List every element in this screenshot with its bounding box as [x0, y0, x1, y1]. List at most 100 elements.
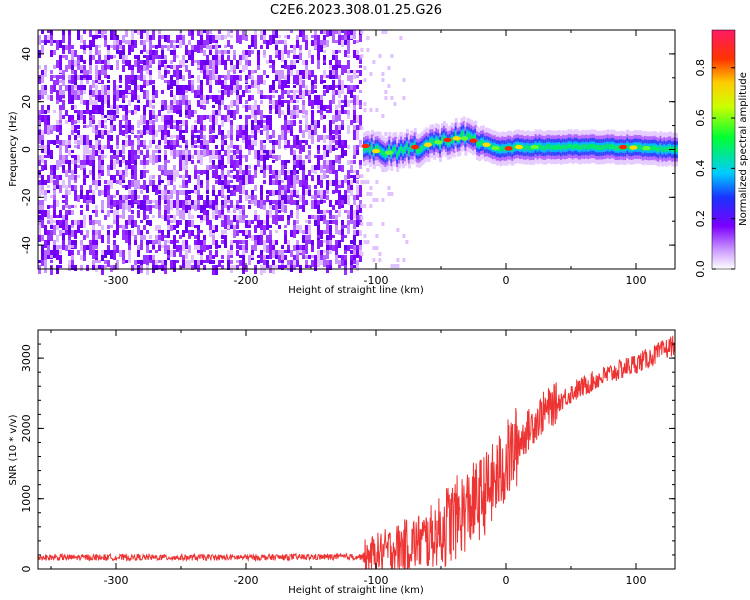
spectrogram-cell — [56, 40, 59, 50]
spectrogram-cell — [89, 30, 92, 37]
spectrogram-cell — [381, 78, 385, 82]
spectrogram-cell — [41, 85, 44, 95]
spectrogram-cell — [356, 210, 359, 215]
spectrogram-cell — [143, 80, 146, 88]
spectrogram-cell — [68, 95, 71, 104]
spectrogram-cell — [128, 130, 131, 133]
spectrogram-cell — [185, 180, 188, 186]
spectrogram-cell — [311, 35, 314, 38]
spectrogram-cell — [248, 140, 251, 148]
spectrogram-cell — [113, 195, 116, 198]
spectrogram-cell — [227, 150, 230, 160]
spectrogram-cell — [203, 150, 206, 157]
spectrogram-cell — [272, 215, 275, 224]
spectrogram-cell — [308, 160, 311, 163]
spectrogram-cell — [89, 220, 92, 225]
spectrogram-cell — [62, 30, 65, 36]
spectrogram-cell — [179, 120, 182, 124]
spectrogram-cell — [284, 125, 287, 130]
spectrogram-cell — [122, 55, 125, 62]
spectrogram-cell — [269, 250, 272, 259]
spectrogram-cell — [305, 260, 308, 268]
spectrogram-cell — [369, 204, 373, 208]
spectrogram-cell — [209, 225, 212, 234]
spectrogram-cell — [59, 155, 62, 162]
spectrogram-cell — [80, 135, 83, 145]
spectrogram-cell — [375, 180, 379, 184]
spectrogram-cell — [158, 70, 161, 79]
spectrogram-cell — [119, 250, 122, 257]
spectrogram-cell — [62, 155, 65, 164]
spectrogram-cell — [203, 70, 206, 79]
spectrogram-cell — [242, 135, 245, 140]
spectrogram-cell — [62, 115, 65, 119]
spectrogram-cell — [284, 195, 287, 204]
spectrogram-cell — [62, 95, 65, 98]
spectrogram-cell — [359, 140, 362, 147]
spectrogram-cell — [110, 210, 113, 213]
spectrogram-cell — [149, 75, 152, 80]
spectrogram-cell — [95, 45, 98, 55]
signal-band-cell — [413, 142, 417, 147]
spectrogram-cell — [107, 90, 110, 99]
spectrogram-cell — [170, 175, 173, 182]
spectrogram-cell — [188, 220, 191, 227]
spectrogram-cell — [335, 30, 338, 34]
spectrogram-cell — [104, 75, 107, 78]
spectrogram-cell — [113, 125, 116, 131]
spectrogram-cell — [245, 115, 248, 125]
spectrogram-cell — [68, 85, 71, 92]
spectrogram-cell — [221, 50, 224, 57]
spectrogram-cell — [56, 160, 59, 170]
signal-band-cell — [675, 147, 678, 153]
spectrogram-cell — [191, 135, 194, 145]
spectrogram-cell — [53, 80, 56, 89]
spectrogram-cell — [158, 230, 161, 233]
spectrogram-cell — [38, 220, 41, 228]
spectrogram-cell — [176, 170, 179, 177]
signal-band-cell — [669, 145, 673, 151]
spectrogram-cell — [329, 85, 332, 90]
spectrogram-cell — [224, 200, 227, 208]
signal-band-cell — [468, 133, 472, 138]
spectrogram-cell — [125, 125, 128, 134]
spectrogram-cell — [113, 40, 116, 46]
spectrogram-cell — [387, 192, 391, 196]
spectrogram-cell — [350, 245, 353, 249]
spectrogram-cell — [332, 135, 335, 140]
spectrogram-cell — [230, 250, 233, 255]
spectrogram-cell — [353, 85, 356, 92]
spectrogram-cell — [209, 125, 212, 134]
spectrogram-cell — [239, 185, 242, 194]
spectrogram-cell — [200, 105, 203, 109]
spectrogram-cell — [305, 70, 308, 79]
signal-band-cell — [419, 147, 423, 152]
spectrogram-cell — [221, 180, 224, 186]
spectrogram-cell — [152, 45, 155, 48]
spectrogram-cell — [305, 60, 308, 66]
spectrogram-cell — [323, 240, 326, 243]
spectrogram-cell — [305, 220, 308, 223]
spectrogram-cell — [194, 120, 197, 123]
spectrogram-cell — [344, 210, 347, 213]
spectrogram-cell — [269, 120, 272, 130]
spectrogram-cell — [116, 180, 119, 184]
spectrogram-cell — [344, 140, 347, 148]
spectrogram-cell — [269, 35, 272, 45]
signal-band-cell — [575, 143, 579, 149]
signal-band-cell — [565, 144, 569, 150]
spectrogram-cell — [137, 210, 140, 218]
spectrogram-cell — [203, 260, 206, 263]
spectrogram-cell — [224, 50, 227, 54]
spectrogram-cell — [251, 195, 254, 201]
spectrogram-cell — [302, 185, 305, 195]
spectrogram-cell — [353, 115, 356, 121]
spectrogram-cell — [248, 50, 251, 57]
spectrogram-cell — [113, 90, 116, 95]
spectrogram-cell — [314, 255, 317, 261]
spectrogram-cell — [338, 155, 341, 164]
spectrogram-cell — [384, 90, 388, 94]
spectrogram-cell — [350, 165, 353, 171]
spectrogram-cell — [203, 115, 206, 120]
spectrogram-cell — [74, 120, 77, 124]
